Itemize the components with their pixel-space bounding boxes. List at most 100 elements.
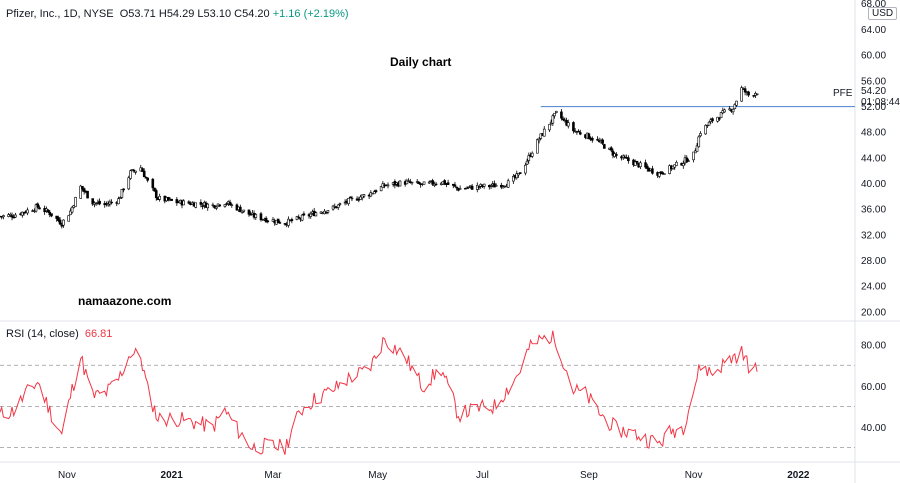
price-tick-label-partial: 68.00 (861, 0, 886, 10)
price-axis[interactable]: 68.00 64.00 60.00 56.00 52.00 48.00 44.00 40.00… (861, 0, 886, 318)
candle-body (579, 132, 582, 135)
candle-body (743, 88, 747, 93)
high-value: H54.29 (158, 8, 195, 20)
candle-body (566, 122, 570, 127)
candle-body (591, 137, 594, 141)
symbol-title[interactable]: Pfizer, Inc., 1D, NYSE (6, 8, 114, 20)
candle-body (199, 202, 203, 205)
candle-body (524, 164, 527, 174)
candle-body (46, 209, 50, 213)
candle-body (132, 169, 136, 172)
candle-body (122, 188, 125, 191)
price-tick-label: 56.00 (861, 76, 886, 87)
candle-body (372, 191, 376, 195)
candle-body (455, 186, 458, 189)
chart-annotation-title: Daily chart (390, 55, 452, 69)
candle-body (615, 154, 618, 156)
candle-body (79, 185, 82, 199)
candle-body (386, 184, 390, 187)
candle-body (223, 204, 227, 207)
rsi-tick-label: 80.00 (861, 341, 886, 352)
candle-body (218, 204, 222, 207)
candle-body (357, 199, 361, 201)
candle-body (374, 190, 378, 193)
candle-body (573, 130, 577, 133)
candle-body (98, 200, 101, 205)
price-tick-label: 44.00 (861, 153, 886, 164)
candle-body (651, 168, 654, 174)
candle-body (694, 150, 697, 154)
candle-body (611, 150, 615, 156)
candle-body (38, 207, 41, 210)
candle-body (297, 216, 301, 219)
candle-body (687, 160, 690, 162)
time-tick-label: 2022 (787, 470, 810, 481)
candle-body (290, 219, 294, 222)
candle-body (276, 218, 280, 223)
price-tick-label: 48.00 (861, 128, 886, 139)
candle-body (417, 182, 421, 184)
candle-body (627, 157, 630, 162)
candle-body (398, 180, 402, 187)
countdown-label: 01:08:44 (861, 97, 900, 108)
candle-body (661, 172, 665, 174)
candle-body (458, 188, 462, 190)
candle-body (36, 203, 40, 208)
currency-badge[interactable]: USD (868, 7, 898, 20)
candle-body (731, 108, 735, 113)
candle-body (489, 185, 493, 188)
symbol-tag: PFE (833, 88, 853, 99)
candle-body (525, 160, 529, 165)
candle-body (470, 185, 474, 190)
candle-body (141, 168, 144, 172)
candle-body (704, 125, 707, 135)
candle-body (142, 170, 146, 178)
candle-body (494, 185, 498, 187)
candle-body (187, 201, 191, 204)
candle-body (86, 190, 89, 199)
candle-body (70, 206, 74, 213)
candle-body (699, 133, 702, 137)
candle-body (446, 182, 450, 185)
candle-body (596, 139, 599, 141)
candle-body (81, 186, 84, 190)
candle-body (601, 139, 604, 144)
price-tick-label: 64.00 (861, 25, 886, 36)
candle-body (154, 190, 158, 199)
time-tick-label: Nov (685, 470, 703, 481)
candle-body (158, 195, 161, 200)
candle-body (633, 161, 637, 166)
time-tick-label: 2021 (161, 470, 184, 481)
candle-body (362, 194, 366, 197)
candle-body (82, 188, 86, 192)
rsi-value: 66.81 (84, 328, 113, 340)
candle-body (422, 181, 426, 185)
time-tick-label: Jul (476, 470, 489, 481)
price-tick-label: 32.00 (861, 230, 886, 241)
candle-body (711, 118, 714, 122)
candle-body (348, 196, 352, 199)
candle-body (336, 204, 340, 208)
candle-body (723, 109, 726, 113)
candle-body (668, 165, 671, 174)
candle-body (228, 201, 232, 206)
candle-body (695, 145, 699, 152)
candle-body (407, 180, 410, 182)
candle-body (69, 210, 72, 216)
candle-body (266, 220, 270, 222)
candle-body (560, 111, 563, 119)
candle-body (359, 196, 362, 200)
candle-body (129, 170, 132, 179)
rsi-label[interactable]: RSI (14, close) (6, 328, 79, 340)
candle-body (707, 121, 711, 126)
candle-body (62, 219, 65, 226)
candle-body (405, 180, 409, 185)
candle-body (271, 219, 275, 222)
time-axis[interactable]: Nov 2021 Mar May Jul Sep Nov 2022 (58, 470, 810, 481)
rsi-axis[interactable]: 80.00 60.00 40.00 (861, 341, 886, 434)
candle-body (369, 192, 373, 197)
candle-body (331, 205, 335, 210)
candle-body (21, 211, 24, 216)
candle-body (682, 163, 685, 167)
